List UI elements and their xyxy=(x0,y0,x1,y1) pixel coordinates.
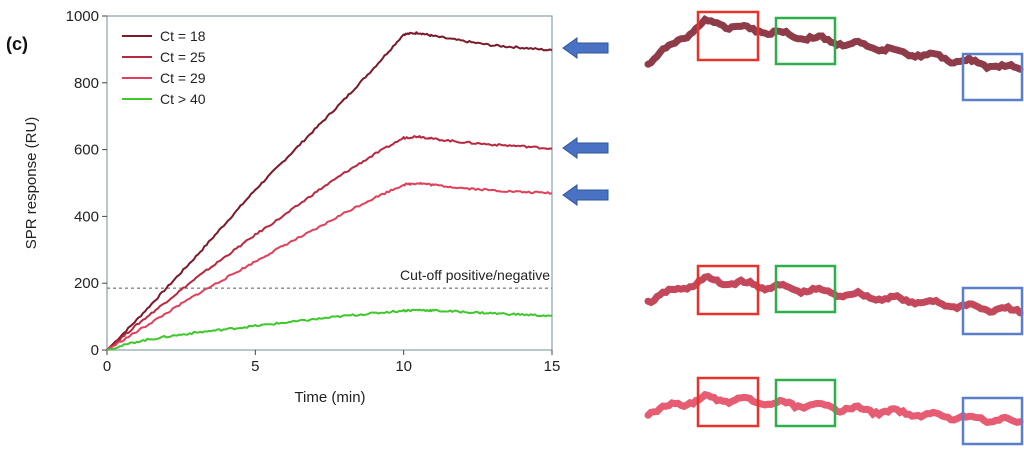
x-tick-label: 15 xyxy=(544,358,561,375)
y-tick-label: 400 xyxy=(74,208,99,225)
x-tick-label: 0 xyxy=(103,358,111,375)
legend-label: Ct > 40 xyxy=(160,91,206,107)
green-box xyxy=(774,16,837,66)
red-box xyxy=(696,376,760,428)
y-axis-label: SPR response (RU) xyxy=(23,117,40,250)
x-tick-label: 10 xyxy=(395,358,412,375)
series-line xyxy=(106,135,553,351)
series-line xyxy=(106,31,553,351)
arrows xyxy=(562,37,609,206)
y-axis-ticks: 0 200 400 600 800 1000 xyxy=(66,8,107,359)
series-lines xyxy=(106,31,553,351)
blue-box xyxy=(961,396,1024,446)
x-axis-label: Time (min) xyxy=(294,389,365,406)
y-tick-label: 600 xyxy=(74,142,99,159)
legend-label: Ct = 29 xyxy=(160,70,206,86)
panel-label: (c) xyxy=(6,34,28,54)
legend: Ct = 18 Ct = 25 Ct = 29 Ct > 40 xyxy=(122,28,206,107)
y-tick-label: 200 xyxy=(74,275,99,292)
plot-area: 0 200 400 600 800 1000 0 5 10 15 Cut-off positiv… xyxy=(66,8,561,375)
series-line xyxy=(106,308,553,351)
x-axis-ticks: 0 5 10 15 xyxy=(103,350,561,375)
y-tick-label: 0 xyxy=(91,342,99,359)
zoomed-traces xyxy=(644,10,1024,446)
legend-label: Ct = 25 xyxy=(160,49,206,65)
blue-box xyxy=(961,52,1024,102)
red-box xyxy=(696,10,760,62)
pointer-arrow xyxy=(562,37,609,59)
green-box xyxy=(774,264,837,314)
y-tick-label: 800 xyxy=(74,75,99,92)
x-tick-label: 5 xyxy=(251,358,259,375)
legend-label: Ct = 18 xyxy=(160,28,206,44)
blue-box xyxy=(961,286,1024,336)
red-box xyxy=(696,264,760,316)
series-line xyxy=(106,181,553,351)
pointer-arrow xyxy=(562,137,609,159)
pointer-arrow xyxy=(562,184,609,206)
green-box xyxy=(774,378,837,428)
cutoff-label: Cut-off positive/negative xyxy=(400,267,550,283)
y-tick-label: 1000 xyxy=(66,8,99,25)
